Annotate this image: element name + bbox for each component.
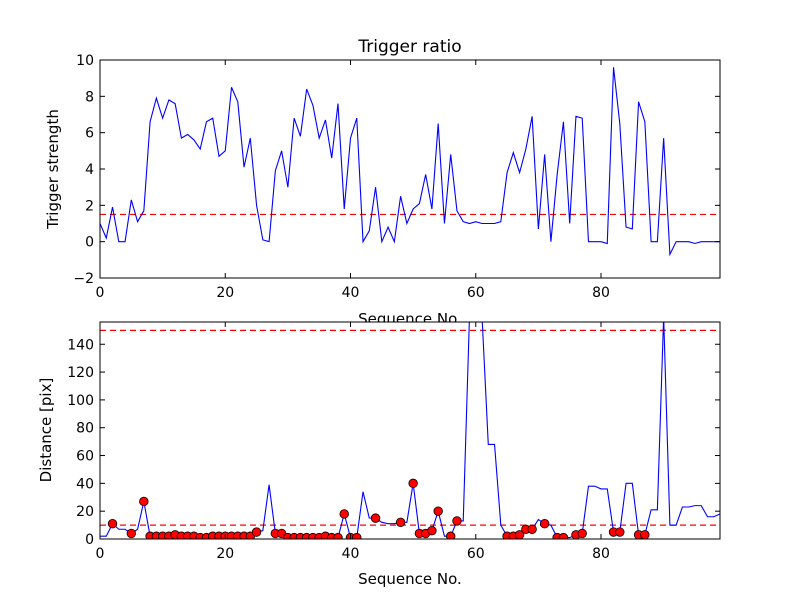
distance-marker bbox=[446, 531, 456, 539]
distance-y-axis-label: Distance [pix] bbox=[37, 378, 55, 483]
distance-x-tick-label: 80 bbox=[592, 546, 610, 562]
trigger-y-tick-label: 10 bbox=[76, 53, 94, 69]
distance-marker bbox=[433, 506, 443, 516]
distance-marker bbox=[640, 530, 650, 539]
distance-y-tick-label: 100 bbox=[67, 393, 94, 409]
distance-y-tick-label: 60 bbox=[76, 449, 94, 465]
trigger-series-line bbox=[100, 67, 720, 257]
distance-marker bbox=[452, 516, 462, 526]
trigger-x-tick-label: 40 bbox=[342, 285, 360, 301]
trigger-y-tick-label: 0 bbox=[85, 235, 94, 251]
distance-y-tick-label: 0 bbox=[85, 532, 94, 548]
distance-chart: 0 20 40 60 80 0 20 40 60 80 100 120 140 Sequence No.… bbox=[37, 321, 721, 588]
distance-y-tick-label: 80 bbox=[76, 421, 94, 437]
trigger-y-axis-label: Trigger strength bbox=[44, 109, 62, 230]
distance-marker bbox=[333, 532, 343, 539]
distance-marker bbox=[527, 524, 537, 534]
trigger-data-layer bbox=[100, 67, 720, 257]
chart-title: Trigger ratio bbox=[357, 37, 461, 57]
distance-marker bbox=[339, 509, 349, 519]
distance-marker bbox=[615, 527, 625, 537]
distance-marker bbox=[577, 528, 587, 539]
distance-marker bbox=[408, 478, 418, 489]
distance-marker bbox=[352, 532, 362, 539]
distance-y-tick-label: 140 bbox=[67, 337, 94, 353]
distance-data-layer bbox=[100, 322, 720, 539]
distance-marker bbox=[251, 527, 262, 537]
trigger-x-tick-label: 60 bbox=[467, 285, 485, 301]
distance-marker bbox=[126, 528, 137, 539]
distance-plot-frame bbox=[99, 321, 721, 540]
distance-marker bbox=[427, 525, 437, 536]
distance-x-tick-label: 0 bbox=[96, 546, 105, 562]
distance-marker bbox=[139, 496, 149, 507]
distance-marker bbox=[395, 517, 406, 528]
trigger-x-tick-label: 20 bbox=[216, 285, 234, 301]
distance-marker bbox=[539, 518, 550, 529]
distance-x-tick-label: 60 bbox=[467, 546, 485, 562]
trigger-plot-area bbox=[100, 60, 720, 278]
trigger-y-tick-label: 8 bbox=[85, 89, 94, 105]
distance-y-tick-label: 20 bbox=[76, 504, 94, 520]
distance-x-tick-label: 40 bbox=[342, 546, 360, 562]
trigger-plot-frame bbox=[99, 59, 721, 279]
trigger-x-tick-label: 80 bbox=[592, 285, 610, 301]
distance-marker bbox=[107, 518, 118, 529]
distance-marker bbox=[558, 532, 569, 539]
trigger-y-tick-label: −2 bbox=[73, 271, 94, 287]
distance-plot-area bbox=[100, 322, 720, 539]
trigger-y-tick-label: 6 bbox=[85, 126, 94, 142]
trigger-y-tick-label: 4 bbox=[85, 162, 94, 178]
trigger-y-tick-label: 2 bbox=[85, 198, 94, 214]
distance-x-tick-label: 20 bbox=[216, 546, 234, 562]
distance-marker bbox=[370, 513, 381, 523]
distance-x-axis-label: Sequence No. bbox=[358, 570, 462, 588]
distance-y-tick-label: 40 bbox=[76, 476, 94, 492]
distance-axis-ticks: 0 20 40 60 80 0 20 40 60 80 100 120 140 bbox=[67, 322, 720, 562]
distance-y-tick-label: 120 bbox=[67, 365, 94, 381]
trigger-x-tick-label: 0 bbox=[96, 285, 105, 301]
distance-marker bbox=[514, 530, 525, 539]
